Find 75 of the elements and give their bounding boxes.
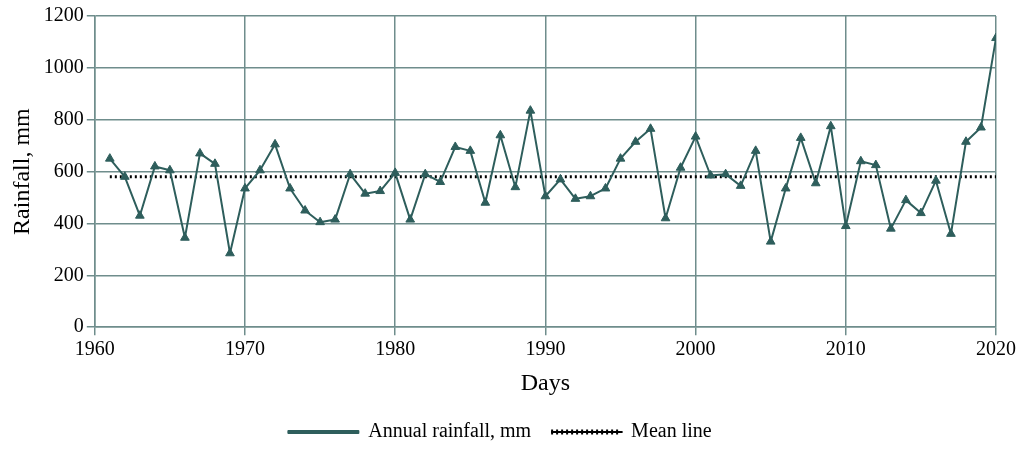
x-tick-label: 1980 — [375, 337, 416, 360]
point — [435, 176, 446, 185]
y-tick-label: 1200 — [43, 3, 84, 26]
point — [675, 162, 686, 171]
point — [104, 153, 115, 162]
point — [465, 145, 476, 154]
point — [961, 136, 971, 145]
point — [450, 141, 461, 150]
point — [735, 180, 746, 189]
point — [480, 197, 491, 206]
y-tick-label: 400 — [53, 210, 84, 233]
point — [660, 212, 671, 222]
point — [750, 145, 761, 154]
point — [720, 168, 731, 178]
x-tick-label: 2000 — [675, 337, 716, 360]
point — [510, 181, 521, 191]
point — [300, 205, 310, 214]
x-tick-label: 2020 — [976, 337, 1016, 360]
y-tick-label: 0 — [73, 314, 84, 337]
point — [285, 182, 295, 192]
point — [645, 123, 656, 132]
point — [525, 105, 536, 114]
legend-label: Mean line — [631, 419, 712, 442]
point — [585, 190, 596, 200]
legend-label: Annual rainfall, mm — [368, 419, 532, 442]
point — [705, 169, 716, 179]
point — [630, 136, 641, 145]
point — [345, 168, 355, 178]
point — [931, 175, 941, 184]
point — [600, 182, 611, 192]
x-tick-label: 1990 — [525, 337, 566, 360]
point — [871, 159, 881, 169]
point — [795, 132, 806, 141]
x-tick-label: 1970 — [225, 337, 265, 360]
point — [615, 153, 626, 162]
point — [315, 216, 325, 226]
point — [360, 188, 370, 197]
point — [270, 138, 280, 148]
point — [150, 160, 160, 170]
point — [855, 155, 866, 165]
y-tick-label: 800 — [53, 106, 84, 129]
point — [570, 193, 581, 202]
point — [825, 120, 836, 130]
y-tick-label: 600 — [53, 158, 84, 181]
point — [210, 158, 220, 167]
y-tick-label: 200 — [53, 262, 84, 285]
point — [901, 194, 911, 204]
point — [555, 173, 566, 183]
x-axis-title: Days — [520, 368, 571, 395]
point — [255, 164, 265, 174]
point — [540, 190, 551, 200]
point — [946, 228, 956, 237]
point — [375, 185, 386, 195]
point — [810, 177, 821, 187]
x-tick-label: 1960 — [74, 337, 115, 360]
point — [976, 122, 986, 131]
y-tick-label: 1000 — [43, 55, 84, 78]
point — [690, 131, 701, 140]
y-axis-title: Rainfall, mm — [7, 107, 34, 235]
x-tick-label: 2010 — [825, 337, 866, 360]
point — [886, 223, 896, 232]
point — [330, 214, 340, 223]
point — [780, 182, 791, 192]
point — [165, 164, 175, 174]
point — [195, 147, 205, 157]
point — [916, 207, 926, 217]
point — [405, 214, 416, 223]
point — [765, 236, 776, 245]
point — [240, 182, 250, 192]
point — [420, 168, 431, 178]
point — [390, 167, 401, 176]
point — [495, 129, 506, 139]
point — [135, 210, 145, 219]
point — [180, 232, 190, 241]
point — [120, 171, 130, 180]
